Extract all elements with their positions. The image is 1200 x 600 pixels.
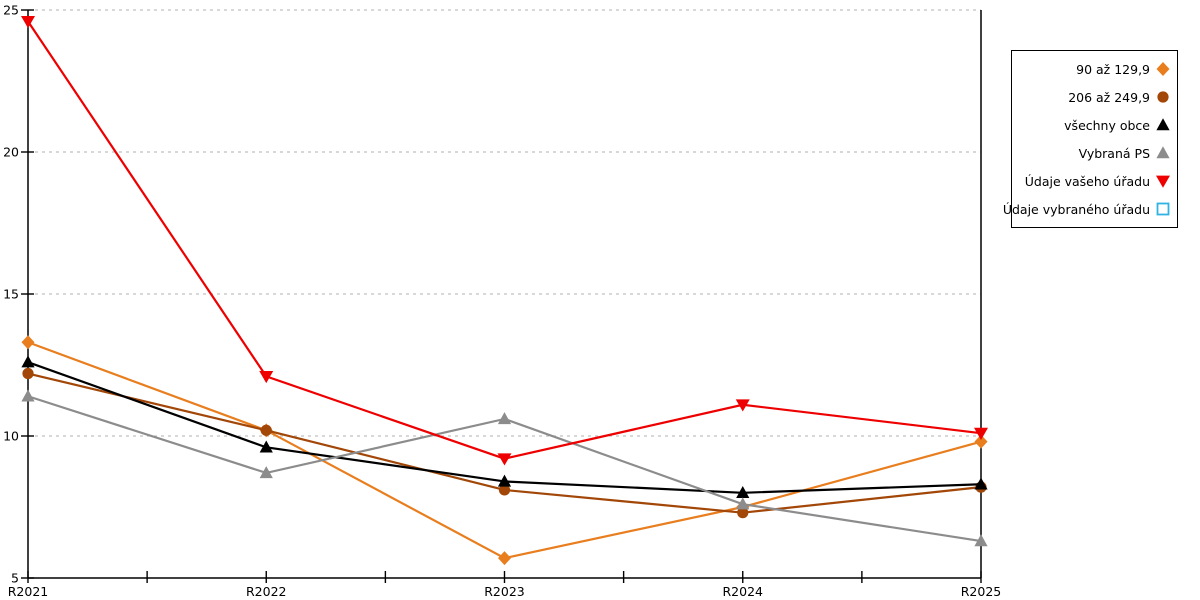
square-open-marker	[1156, 202, 1170, 216]
triangle-up-marker	[1156, 118, 1170, 131]
x-tick-label: R2022	[246, 584, 287, 599]
circle-marker	[498, 484, 511, 496]
legend-label: 206 až 249,9	[1068, 89, 1150, 105]
x-tick-label: R2021	[8, 584, 49, 599]
y-tick-label: 25	[3, 3, 19, 18]
series-diamond	[21, 335, 988, 566]
triangle-down-marker	[1156, 175, 1170, 188]
legend-item: 90 až 129,9	[1014, 61, 1171, 77]
legend-item: Údaje vašeho úřadu	[1014, 173, 1171, 189]
circle-icon	[1157, 91, 1169, 103]
legend: 90 až 129,9 206 až 249,9 všechny obce Vybra…	[1003, 50, 1178, 228]
legend-label: Vybraná PS	[1078, 145, 1150, 161]
triangle-up-icon	[1156, 118, 1170, 131]
x-tick-label: R2023	[484, 584, 525, 599]
triangle-down-marker	[974, 427, 988, 440]
circle-marker	[1157, 91, 1169, 103]
legend-item: všechny obce	[1014, 117, 1171, 133]
legend-item: 206 až 249,9	[1014, 89, 1171, 105]
y-tick-label: 20	[3, 145, 19, 160]
triangle-up-marker	[497, 474, 512, 487]
triangle-up-marker	[1156, 146, 1170, 159]
triangle-down-marker	[259, 370, 274, 384]
series-triangle-up	[21, 355, 988, 498]
y-tick-label: 15	[3, 287, 19, 302]
legend-label: Údaje vašeho úřadu	[1024, 173, 1150, 189]
diamond-icon	[1156, 62, 1170, 76]
triangle-down-icon	[1156, 175, 1170, 188]
legend-label: 90 až 129,9	[1076, 61, 1150, 77]
diamond-marker	[1156, 62, 1170, 76]
triangle-up-marker	[736, 497, 750, 510]
square-open-icon	[1156, 202, 1170, 216]
triangle-down-marker	[497, 453, 512, 466]
triangle-up-marker	[21, 389, 35, 402]
triangle-down-marker	[21, 15, 35, 29]
legend-item: Vybraná PS	[1014, 145, 1171, 161]
series-circle	[22, 367, 987, 519]
triangle-up-marker	[974, 534, 988, 547]
triangle-up-marker	[974, 477, 988, 490]
triangle-up-icon	[1156, 146, 1170, 159]
triangle-up-marker	[21, 355, 35, 368]
diamond-marker	[498, 551, 511, 566]
legend-label: všechny obce	[1064, 117, 1150, 133]
series-line	[27, 20, 982, 460]
x-tick-label: R2025	[961, 584, 1002, 599]
y-tick-label: 5	[11, 571, 19, 586]
legend-item: Údaje vybraného úřadu	[1003, 201, 1171, 217]
series-triangle-down	[21, 15, 988, 466]
series-line	[27, 341, 982, 560]
triangle-up-marker	[736, 486, 750, 498]
triangle-up-marker	[259, 440, 273, 453]
triangle-up-marker	[497, 412, 512, 425]
legend-label: Údaje vybraného úřadu	[1002, 201, 1150, 217]
triangle-down-marker	[735, 399, 750, 412]
series-triangle-up	[21, 389, 988, 547]
circle-marker	[260, 424, 272, 436]
x-tick-label: R2024	[723, 584, 764, 599]
triangle-up-marker	[259, 466, 273, 479]
diamond-marker	[974, 434, 988, 449]
diamond-marker	[21, 335, 35, 350]
circle-marker	[22, 367, 34, 380]
series-line	[27, 361, 982, 494]
circle-marker	[737, 507, 749, 519]
y-tick-label: 10	[3, 429, 19, 444]
